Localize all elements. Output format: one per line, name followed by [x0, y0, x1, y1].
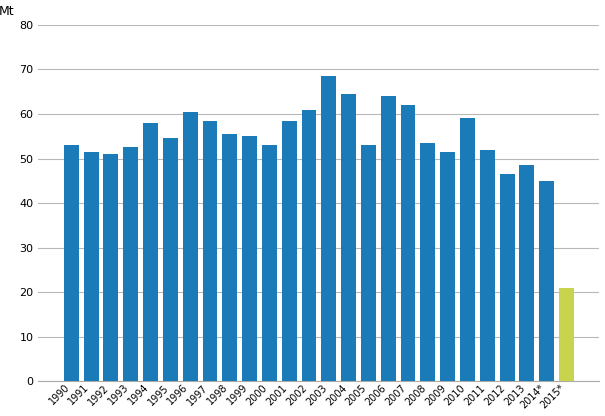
Bar [480, 150, 495, 381]
Bar [539, 181, 554, 381]
Bar [520, 165, 534, 381]
Bar [143, 123, 158, 381]
Bar [321, 76, 336, 381]
Bar [183, 112, 198, 381]
Bar [460, 119, 475, 381]
Bar [420, 143, 435, 381]
Bar [83, 152, 99, 381]
Bar [301, 109, 316, 381]
Bar [223, 134, 237, 381]
Bar [64, 145, 79, 381]
Bar [361, 145, 376, 381]
Bar [242, 136, 257, 381]
Bar [440, 152, 455, 381]
Bar [381, 96, 396, 381]
Bar [401, 105, 416, 381]
Bar [163, 139, 178, 381]
Bar [500, 174, 514, 381]
Bar [103, 154, 119, 381]
Bar [123, 147, 138, 381]
Bar [282, 121, 296, 381]
Bar [341, 94, 356, 381]
Bar [262, 145, 277, 381]
Bar [559, 287, 574, 381]
Text: Mt: Mt [0, 5, 15, 18]
Bar [203, 121, 217, 381]
